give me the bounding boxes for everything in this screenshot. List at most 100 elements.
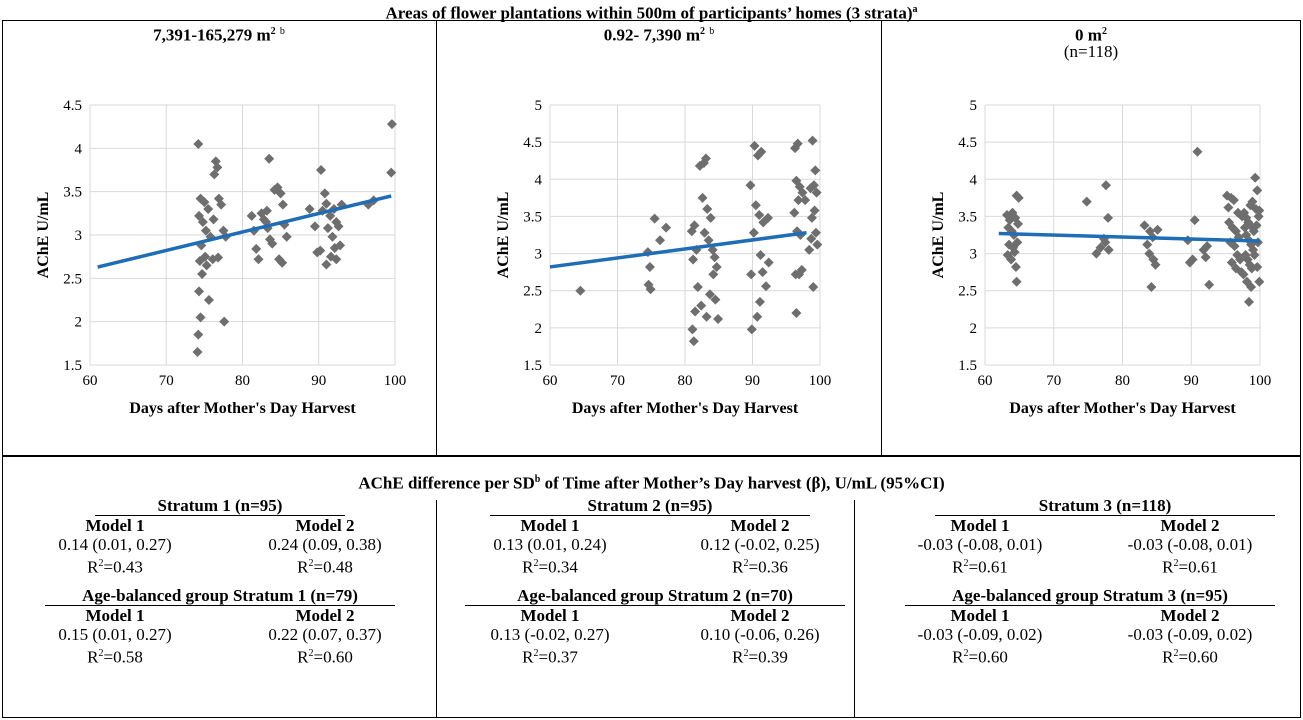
x-tick-label: 90 bbox=[1184, 373, 1199, 389]
data-point bbox=[794, 269, 805, 280]
data-point bbox=[1011, 276, 1022, 287]
data-point bbox=[261, 205, 272, 216]
y-tick-label: 2 bbox=[970, 321, 978, 337]
data-point bbox=[707, 244, 718, 255]
model-2-r2: R2=0.61 bbox=[1162, 557, 1218, 577]
data-point bbox=[745, 180, 756, 191]
data-point bbox=[1239, 207, 1250, 218]
data-point bbox=[1081, 196, 1092, 207]
data-point bbox=[210, 156, 221, 167]
data-point bbox=[1223, 202, 1234, 213]
data-point bbox=[317, 205, 328, 216]
data-point bbox=[264, 234, 275, 245]
panel-title: 7,391-165,279 m2 b bbox=[153, 25, 285, 45]
y-axis-label: AChE U/mL bbox=[35, 192, 52, 279]
y-tick-label: 3.5 bbox=[523, 209, 542, 225]
data-point bbox=[746, 269, 757, 280]
data-point bbox=[1013, 218, 1023, 229]
data-point bbox=[808, 282, 819, 292]
data-point bbox=[752, 311, 763, 322]
stratum-1-results: Stratum 1 (n=95) Model 1 Model 2 0.14 (0.… bbox=[20, 496, 420, 666]
data-point bbox=[195, 312, 206, 323]
model-2-r2: R2=0.36 bbox=[732, 557, 788, 577]
x-tick-label: 80 bbox=[235, 373, 250, 389]
data-point bbox=[752, 150, 763, 161]
data-point bbox=[1202, 241, 1213, 252]
data-point bbox=[689, 220, 700, 231]
data-point bbox=[791, 308, 802, 318]
data-point bbox=[790, 143, 801, 154]
data-point bbox=[749, 140, 760, 151]
y-tick-label: 2.5 bbox=[523, 284, 542, 300]
data-point bbox=[757, 267, 768, 278]
model-1-label: Model 1 bbox=[85, 516, 145, 535]
data-point bbox=[806, 212, 817, 223]
data-point bbox=[1013, 192, 1024, 203]
data-point bbox=[1245, 200, 1256, 211]
model-2-r2: R2=0.48 bbox=[297, 557, 353, 577]
y-tick-label: 2 bbox=[75, 315, 83, 331]
data-point bbox=[209, 169, 220, 180]
data-point bbox=[756, 146, 767, 157]
data-point bbox=[203, 295, 214, 305]
y-tick-label: 1.5 bbox=[63, 358, 82, 374]
y-tick-label: 3 bbox=[970, 247, 978, 263]
data-point bbox=[193, 329, 204, 340]
data-point bbox=[315, 245, 326, 256]
data-point bbox=[750, 200, 761, 211]
data-point bbox=[699, 227, 710, 238]
data-point bbox=[319, 188, 330, 199]
y-axis-label: AChE U/mL bbox=[495, 192, 512, 279]
data-point bbox=[703, 235, 714, 246]
data-point bbox=[1250, 172, 1261, 183]
y-tick-label: 5 bbox=[535, 98, 543, 114]
data-point bbox=[1239, 222, 1250, 233]
trend-line bbox=[998, 231, 1261, 243]
data-point bbox=[197, 269, 208, 279]
data-point bbox=[1238, 269, 1249, 280]
data-point bbox=[810, 227, 821, 238]
data-point bbox=[763, 212, 774, 223]
data-point bbox=[794, 181, 805, 192]
data-point bbox=[696, 300, 707, 311]
data-point bbox=[808, 180, 819, 191]
data-point bbox=[213, 252, 224, 263]
data-point bbox=[1009, 247, 1020, 258]
data-point bbox=[755, 250, 766, 261]
data-point bbox=[363, 199, 374, 210]
y-tick-label: 3.5 bbox=[63, 185, 82, 201]
y-tick-label: 1.5 bbox=[523, 358, 542, 374]
age-balanced-title: Age-balanced group Stratum 3 (n=95) bbox=[905, 586, 1275, 606]
x-tick-label: 70 bbox=[1046, 373, 1061, 389]
data-point bbox=[645, 284, 656, 295]
data-point bbox=[325, 210, 336, 221]
x-tick-label: 80 bbox=[1115, 373, 1130, 389]
data-point bbox=[335, 240, 346, 251]
x-axis-label: Days after Mother's Day Harvest bbox=[1009, 400, 1236, 417]
data-point bbox=[575, 285, 586, 296]
x-tick-label: 70 bbox=[610, 373, 625, 389]
data-point bbox=[322, 223, 333, 234]
data-point bbox=[321, 259, 332, 270]
scatter-chart-stratum-3: 1.5 2 2.5 3 3.5 4 4.5 5 60 70 80 90 100 Days after Mo… bbox=[930, 98, 1272, 417]
model-2-estimate: -0.03 (-0.09, 0.02) bbox=[1127, 624, 1253, 644]
data-point bbox=[1144, 248, 1155, 259]
stratum-3-results: Stratum 3 (n=118) Model 1 Model 2 -0.03 (… bbox=[885, 496, 1285, 666]
y-tick-label: 2.5 bbox=[63, 271, 82, 287]
data-point bbox=[1233, 207, 1243, 218]
panel-divider bbox=[436, 20, 437, 456]
data-point bbox=[688, 254, 699, 265]
data-point bbox=[1142, 239, 1153, 250]
data-point bbox=[748, 227, 759, 238]
data-point bbox=[309, 221, 320, 232]
data-point bbox=[325, 251, 336, 262]
data-point bbox=[1100, 237, 1111, 248]
x-tick-label: 100 bbox=[1249, 373, 1272, 389]
stratum-title: Stratum 2 (n=95) bbox=[490, 496, 810, 516]
age-balanced-title: Age-balanced group Stratum 2 (n=70) bbox=[465, 586, 845, 606]
x-tick-label: 90 bbox=[311, 373, 326, 389]
data-point bbox=[1091, 248, 1102, 259]
model-2-label: Model 2 bbox=[295, 605, 355, 625]
model-2-estimate: -0.03 (-0.08, 0.01) bbox=[1127, 535, 1253, 554]
y-tick-label: 3 bbox=[75, 228, 83, 244]
